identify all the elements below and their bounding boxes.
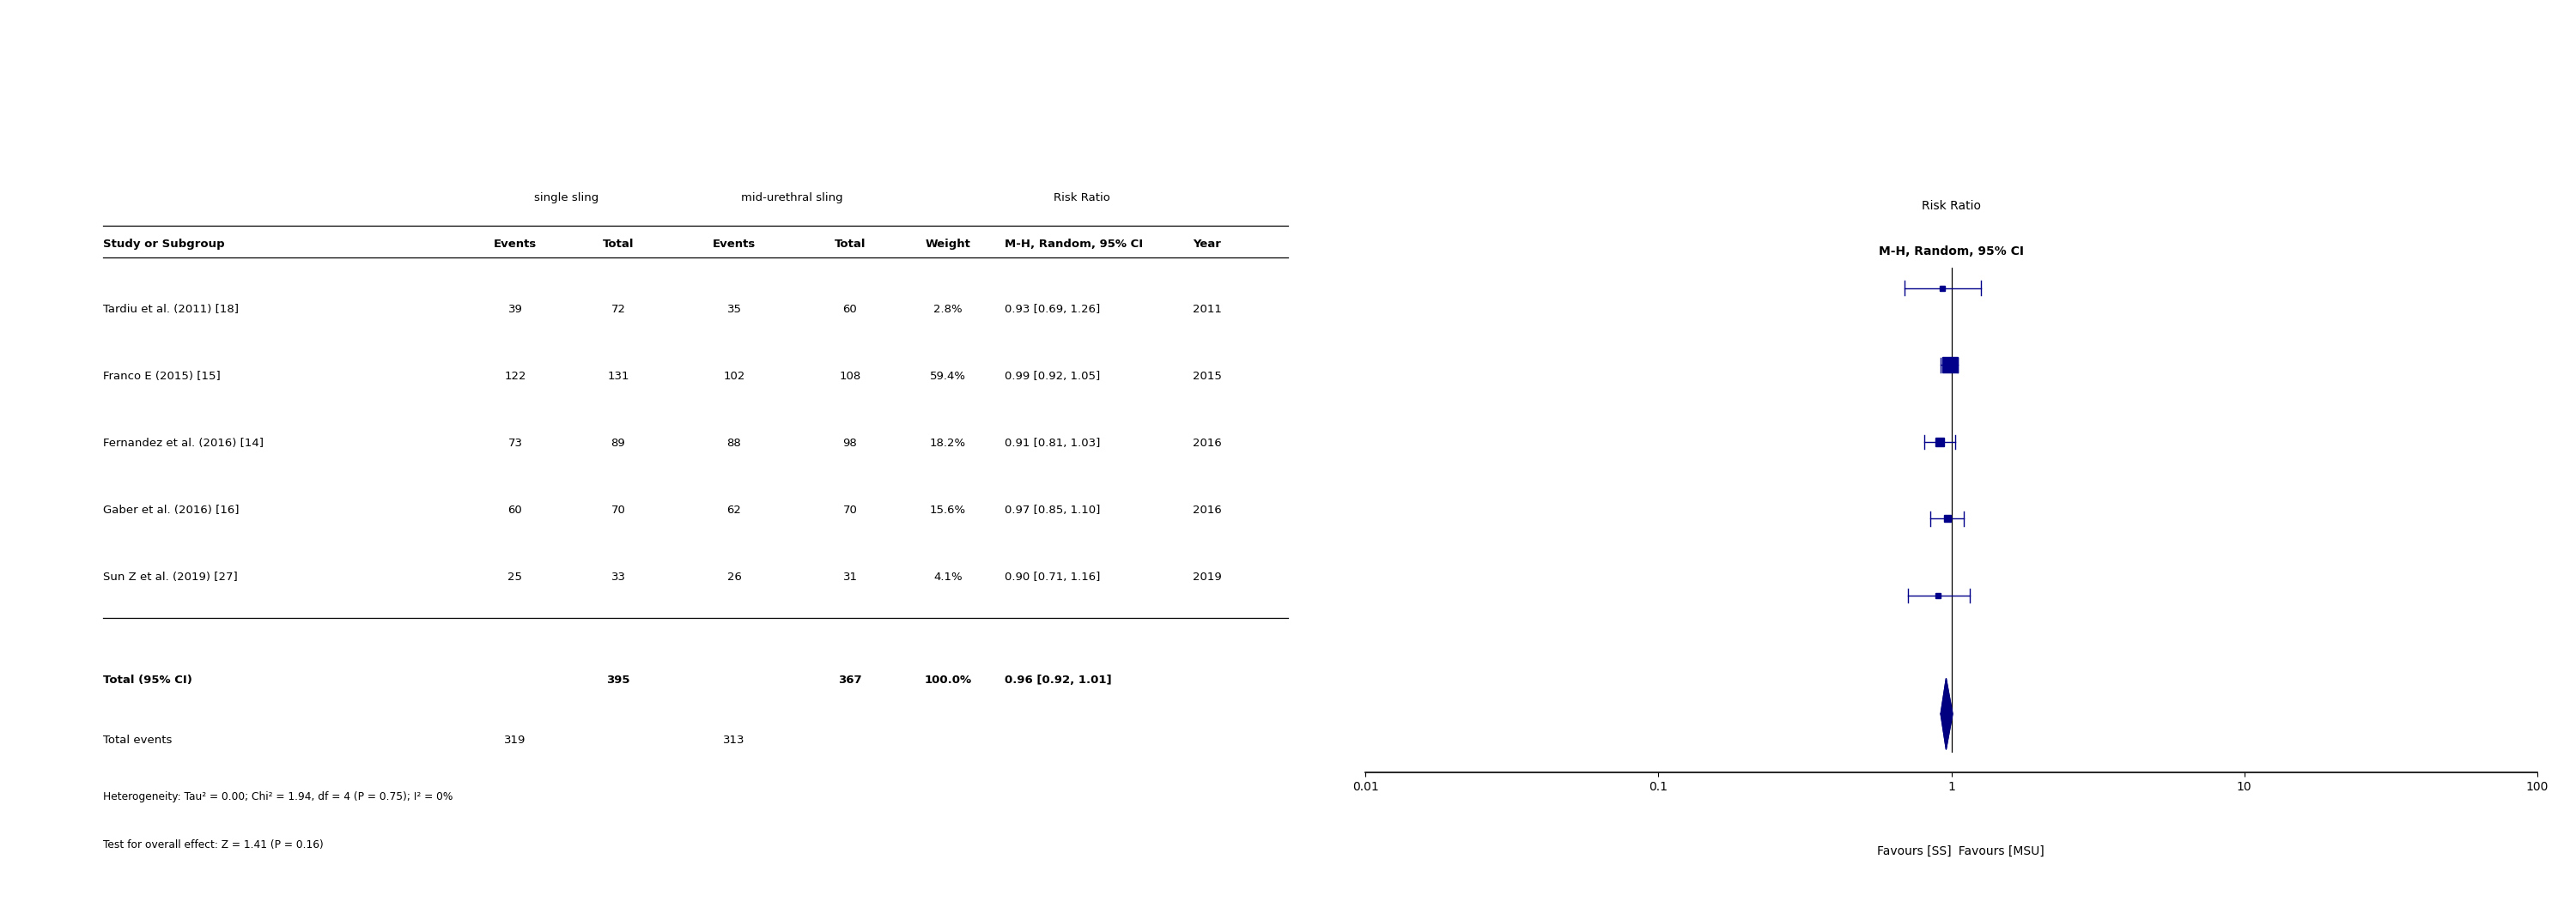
Text: 0.97 [0.85, 1.10]: 0.97 [0.85, 1.10] <box>1005 504 1100 515</box>
Text: 25: 25 <box>507 571 523 582</box>
Text: Total events: Total events <box>103 734 173 745</box>
Text: 122: 122 <box>505 371 526 382</box>
Text: 131: 131 <box>608 371 629 382</box>
Text: 0.90 [0.71, 1.16]: 0.90 [0.71, 1.16] <box>1005 571 1100 582</box>
Text: 26: 26 <box>726 571 742 582</box>
Text: Franco E (2015) [15]: Franco E (2015) [15] <box>103 371 222 382</box>
Text: 33: 33 <box>611 571 626 582</box>
Text: 367: 367 <box>837 674 863 685</box>
Text: 59.4%: 59.4% <box>930 371 966 382</box>
Text: 100.0%: 100.0% <box>925 674 971 685</box>
Text: Gaber et al. (2016) [16]: Gaber et al. (2016) [16] <box>103 504 240 515</box>
Text: Weight: Weight <box>925 238 971 249</box>
Text: 4.1%: 4.1% <box>933 571 963 582</box>
Text: 102: 102 <box>724 371 744 382</box>
Text: single sling: single sling <box>533 192 600 203</box>
Text: 2.8%: 2.8% <box>933 304 963 315</box>
Text: Events: Events <box>714 238 755 249</box>
Text: 35: 35 <box>726 304 742 315</box>
Text: Sun Z et al. (2019) [27]: Sun Z et al. (2019) [27] <box>103 571 237 582</box>
Text: 39: 39 <box>507 304 523 315</box>
Text: 98: 98 <box>842 438 858 449</box>
Text: Study or Subgroup: Study or Subgroup <box>103 238 224 249</box>
Text: 395: 395 <box>605 674 631 685</box>
Text: 70: 70 <box>842 504 858 515</box>
Text: 0.96 [0.92, 1.01]: 0.96 [0.92, 1.01] <box>1005 674 1113 685</box>
Text: Tardiu et al. (2011) [18]: Tardiu et al. (2011) [18] <box>103 304 240 315</box>
Text: 60: 60 <box>507 504 523 515</box>
Polygon shape <box>1940 678 1953 750</box>
Text: 2015: 2015 <box>1193 371 1221 382</box>
Text: Favours [SS]: Favours [SS] <box>1878 845 1953 857</box>
Text: Total: Total <box>835 238 866 249</box>
Text: M-H, Random, 95% CI: M-H, Random, 95% CI <box>1878 246 2025 258</box>
Text: 88: 88 <box>726 438 742 449</box>
Text: 73: 73 <box>507 438 523 449</box>
Text: 18.2%: 18.2% <box>930 438 966 449</box>
Text: mid-urethral sling: mid-urethral sling <box>742 192 842 203</box>
Text: 70: 70 <box>611 504 626 515</box>
Text: 2016: 2016 <box>1193 438 1221 449</box>
Text: Total: Total <box>603 238 634 249</box>
Text: Year: Year <box>1193 238 1221 249</box>
Text: 72: 72 <box>611 304 626 315</box>
Text: Risk Ratio: Risk Ratio <box>1054 192 1110 203</box>
Text: Events: Events <box>495 238 536 249</box>
Text: 313: 313 <box>724 734 744 745</box>
Text: 0.93 [0.69, 1.26]: 0.93 [0.69, 1.26] <box>1005 304 1100 315</box>
Text: 2019: 2019 <box>1193 571 1221 582</box>
Text: Total (95% CI): Total (95% CI) <box>103 674 193 685</box>
Text: M-H, Random, 95% CI: M-H, Random, 95% CI <box>1005 238 1144 249</box>
Text: 62: 62 <box>726 504 742 515</box>
Text: 2011: 2011 <box>1193 304 1221 315</box>
Text: 89: 89 <box>611 438 626 449</box>
Text: Favours [MSU]: Favours [MSU] <box>1953 845 2045 857</box>
Text: 0.91 [0.81, 1.03]: 0.91 [0.81, 1.03] <box>1005 438 1100 449</box>
Text: 0.99 [0.92, 1.05]: 0.99 [0.92, 1.05] <box>1005 371 1100 382</box>
Text: 319: 319 <box>505 734 526 745</box>
Text: 60: 60 <box>842 304 858 315</box>
Text: 108: 108 <box>840 371 860 382</box>
Text: 31: 31 <box>842 571 858 582</box>
Text: Risk Ratio: Risk Ratio <box>1922 200 1981 212</box>
Text: Test for overall effect: Z = 1.41 (P = 0.16): Test for overall effect: Z = 1.41 (P = 0… <box>103 839 325 850</box>
Text: 15.6%: 15.6% <box>930 504 966 515</box>
Text: Fernandez et al. (2016) [14]: Fernandez et al. (2016) [14] <box>103 438 263 449</box>
Text: 2016: 2016 <box>1193 504 1221 515</box>
Text: Heterogeneity: Tau² = 0.00; Chi² = 1.94, df = 4 (P = 0.75); I² = 0%: Heterogeneity: Tau² = 0.00; Chi² = 1.94,… <box>103 791 453 802</box>
